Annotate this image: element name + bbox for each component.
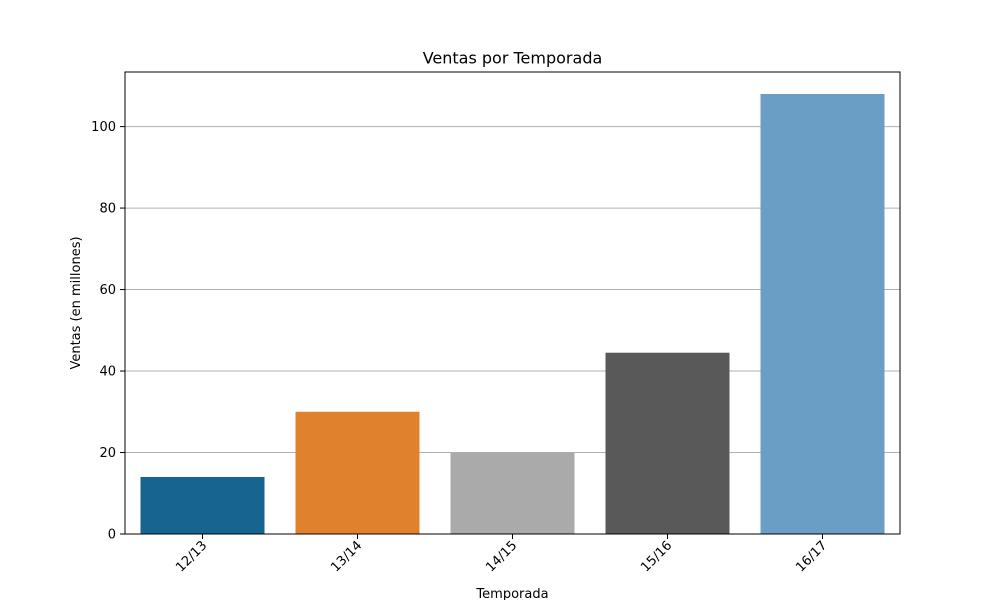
x-tick-label: 16/17: [793, 538, 830, 575]
bar-15-16: [605, 352, 730, 534]
bars: [140, 94, 885, 534]
y-axis-label: Ventas (en millones): [69, 236, 84, 369]
chart-title: Ventas por Temporada: [423, 49, 603, 68]
y-tick-label: 0: [108, 528, 116, 543]
bar-14-15: [450, 452, 575, 534]
y-axis: 0 20 40 60 80 100: [91, 120, 125, 543]
y-tick-label: 20: [99, 446, 116, 461]
bar-16-17: [760, 94, 885, 534]
x-tick-label: 13/14: [328, 538, 365, 575]
bar-13-14: [295, 411, 420, 534]
x-axis-label: Temporada: [475, 587, 548, 600]
x-axis: 12/13 13/14 14/15 15/16 16/17: [173, 534, 830, 575]
bar-12-13: [140, 476, 265, 534]
y-tick-label: 80: [99, 202, 116, 217]
y-tick-label: 60: [99, 283, 116, 298]
y-tick-label: 40: [99, 365, 116, 380]
x-tick-label: 14/15: [483, 538, 520, 575]
y-tick-label: 100: [91, 120, 116, 135]
x-tick-label: 12/13: [173, 538, 210, 575]
x-tick-label: 15/16: [638, 538, 675, 575]
